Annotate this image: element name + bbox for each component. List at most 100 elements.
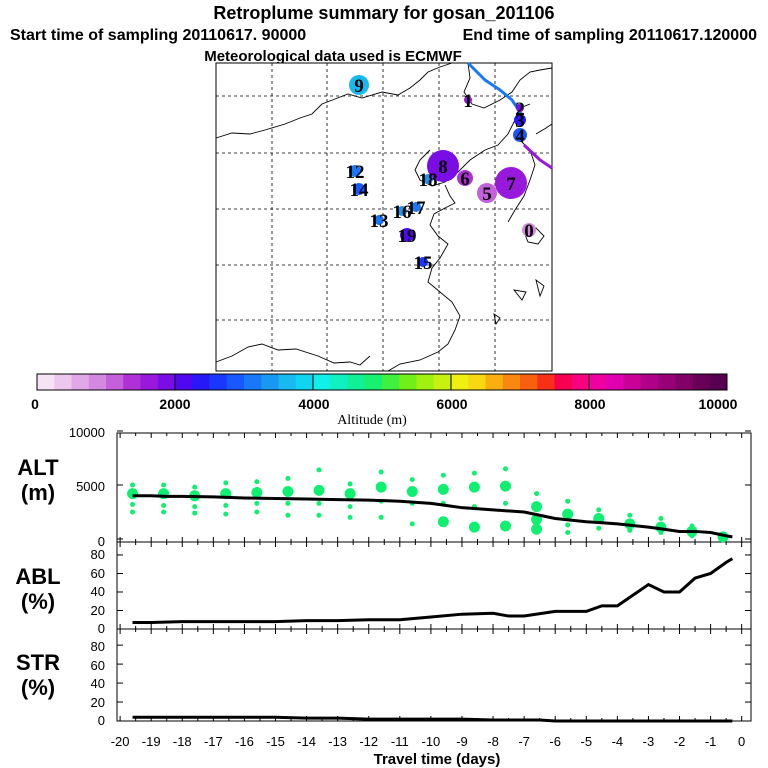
alt-particle-point [499, 520, 511, 532]
trajectory-blue [466, 61, 526, 123]
x-tick-label: -1 [705, 734, 717, 749]
str-panel-unit: (%) [21, 675, 55, 700]
alt-particle-point [192, 484, 198, 490]
colorbar-swatch [278, 374, 297, 390]
x-tick-label: -18 [173, 734, 192, 749]
alt-particle-point [223, 480, 229, 486]
abl-ytick-label: 20 [91, 603, 105, 618]
map-marker-6 [457, 170, 473, 186]
colorbar-swatch [192, 374, 210, 390]
start-time-label: Start time of sampling 20110617. 90000 [10, 27, 306, 44]
abl-ytick-label: 60 [91, 566, 105, 581]
colorbar-swatch [692, 374, 711, 390]
trajectory-purple [522, 143, 553, 170]
map-marker-label: 4 [515, 126, 525, 147]
alt-particle-point [658, 515, 664, 521]
alt-particle-point [344, 488, 356, 500]
alt-particle-point [313, 484, 325, 496]
map-marker-4 [513, 128, 527, 142]
alt-particle-point [130, 501, 136, 507]
str-ytick-label: 0 [98, 713, 105, 728]
x-tick-label: -13 [328, 734, 347, 749]
alt-particle-point [130, 509, 136, 515]
map-marker-label: 18 [419, 170, 438, 191]
x-axis-title: Travel time (days) [374, 751, 501, 768]
map-marker-9 [349, 75, 369, 95]
alt-panel-unit: (m) [21, 480, 55, 505]
colorbar-swatch [451, 374, 469, 390]
abl-panel-unit: (%) [21, 589, 55, 614]
map-marker-3 [514, 114, 526, 126]
alt-particle-point [254, 509, 260, 515]
alt-particle-point [251, 487, 263, 499]
alt-particle-point [282, 485, 294, 497]
alt-particle-point [689, 533, 695, 539]
map-marker-label: 1 [463, 91, 473, 112]
colorbar-swatch [416, 374, 435, 390]
x-tick-label: -4 [612, 734, 624, 749]
colorbar-swatch [123, 374, 141, 390]
colorbar-swatch [433, 374, 452, 390]
met-data-label: Meteorological data used is ECMWF [204, 48, 462, 65]
x-tick-label: -8 [487, 734, 499, 749]
alt-mean-line [132, 494, 733, 539]
map-marker-16 [397, 206, 407, 216]
alt-particle-point [562, 508, 574, 520]
map-marker-label: 3 [515, 111, 525, 132]
alt-particle-point [254, 479, 260, 485]
colorbar-swatch [520, 374, 538, 390]
x-tick-label: -12 [359, 734, 378, 749]
series-lines [132, 494, 734, 723]
alt-particle-point [406, 485, 418, 497]
alt-particle-point [127, 488, 139, 500]
map-marker-label: 12 [346, 162, 365, 183]
colorbar-swatch [347, 374, 366, 390]
map-marker-7 [495, 167, 527, 199]
colorbar-tick: 2000 [159, 396, 190, 412]
x-tick-label: -6 [549, 734, 561, 749]
alt-particle-point [437, 516, 449, 528]
str-ytick-label: 80 [91, 639, 105, 654]
alt-particle-point [316, 512, 322, 518]
map-marker-label: 2 [515, 99, 525, 120]
colorbar-swatch [589, 374, 607, 390]
alt-particle-point [565, 522, 571, 528]
colorbar-swatch [157, 374, 176, 390]
alt-particle-point [502, 466, 508, 472]
colorbar-swatch [485, 374, 504, 390]
alt-particle-point [375, 481, 387, 493]
map-marker-label: 8 [438, 157, 448, 178]
colorbar-label: Altitude (m) [337, 413, 407, 428]
map-gridlines [216, 63, 552, 371]
alt-particle-point [378, 514, 384, 520]
alt-particle-point [161, 509, 167, 515]
map-marker-label: 9 [354, 76, 364, 97]
alt-ytick-label: 5000 [76, 479, 105, 494]
str-ytick-label: 40 [91, 676, 105, 691]
colorbar-swatch [502, 374, 521, 390]
colorbar-swatch [313, 374, 331, 390]
alt-particle-point [192, 510, 198, 516]
alt-ytick-label: 0 [98, 534, 105, 549]
colorbar-swatch [554, 374, 573, 390]
x-tick-label: -10 [421, 734, 440, 749]
str-line [132, 715, 733, 723]
alt-particle-point [437, 483, 449, 495]
alt-particle-point [468, 521, 480, 533]
map-marker-label: 0 [524, 221, 534, 242]
x-tick-label: -14 [297, 734, 316, 749]
colorbar-tick: 6000 [436, 396, 467, 412]
colorbar-swatch [606, 374, 624, 390]
alt-particle-point [130, 482, 136, 488]
colorbar-swatch [537, 374, 555, 390]
colorbar-swatch [71, 374, 90, 390]
alt-particle-point [468, 481, 480, 493]
alt-particle-point [534, 491, 540, 497]
x-tick-label: -19 [142, 734, 161, 749]
map-marker-13 [374, 215, 384, 225]
x-tick-label: -2 [674, 734, 686, 749]
alt-particle-point [409, 477, 415, 483]
alt-particle-point [502, 500, 508, 506]
